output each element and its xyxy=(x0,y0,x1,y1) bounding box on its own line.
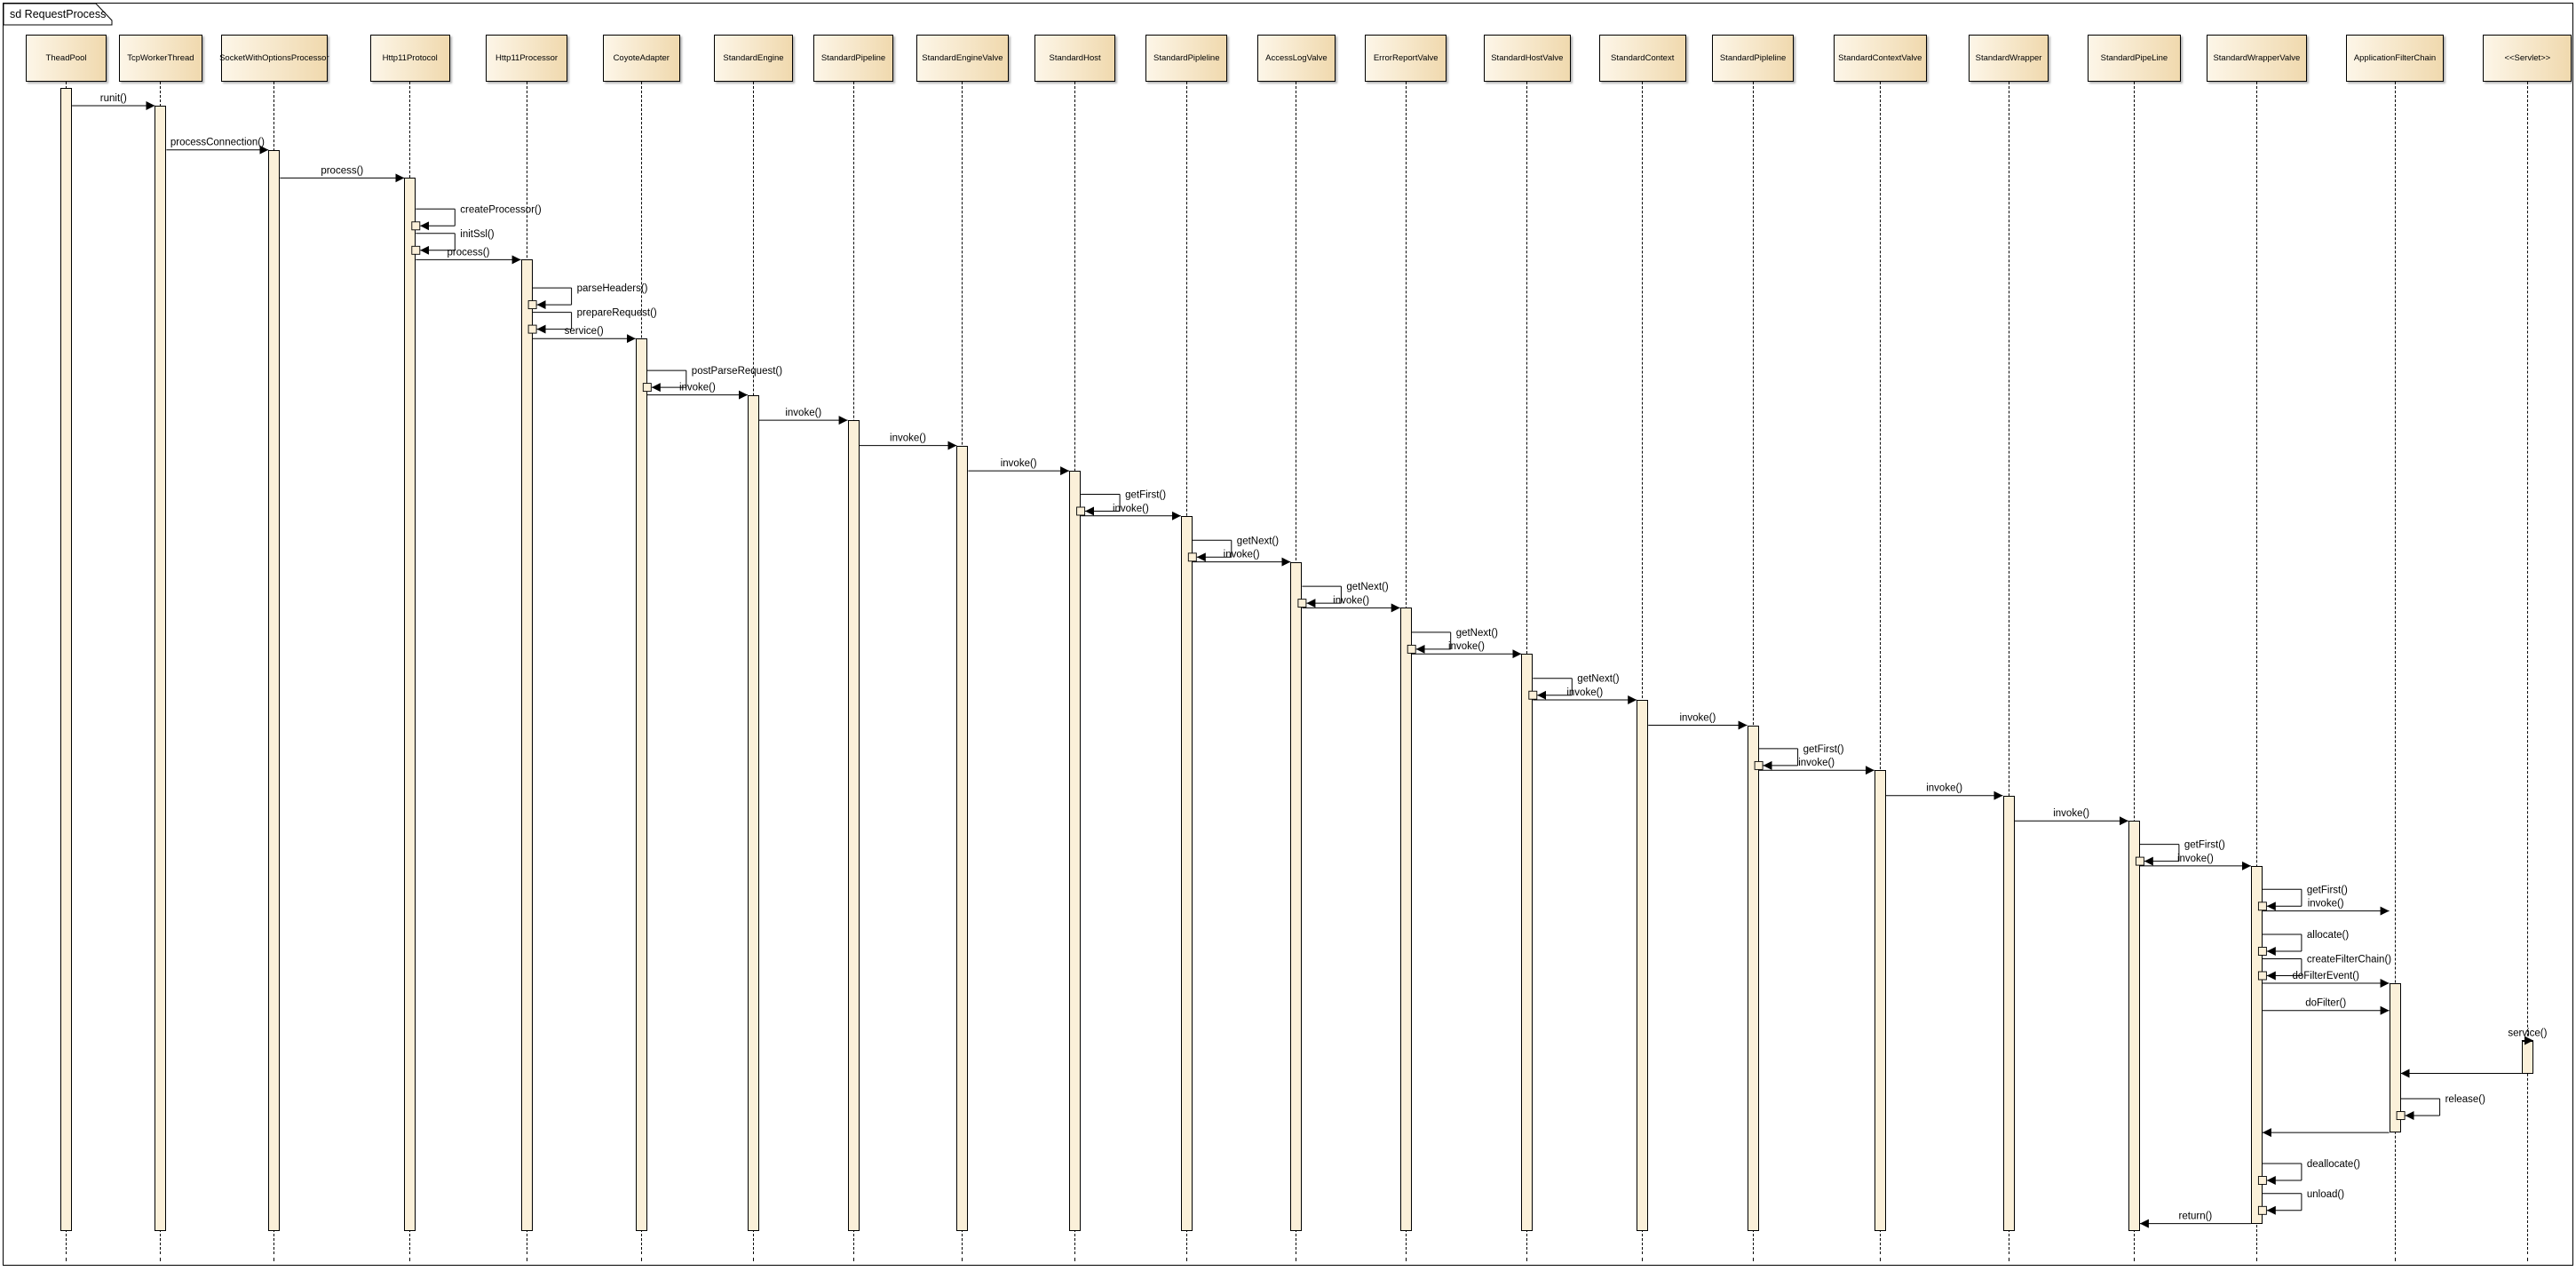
svg-text:invoke(): invoke() xyxy=(1001,458,1037,469)
svg-text:process(): process() xyxy=(321,165,363,176)
svg-text:doFilter(): doFilter() xyxy=(2305,998,2346,1009)
svg-text:invoke(): invoke() xyxy=(1448,641,1485,652)
svg-text:postParseRequest(): postParseRequest() xyxy=(692,366,782,377)
svg-text:processConnection(): processConnection() xyxy=(170,138,265,148)
svg-text:invoke(): invoke() xyxy=(1566,687,1603,698)
svg-text:invoke(): invoke() xyxy=(2308,899,2344,910)
svg-text:doFilterEvent(): doFilterEvent() xyxy=(2292,971,2359,981)
svg-text:getNext(): getNext() xyxy=(1237,536,1279,546)
svg-text:invoke(): invoke() xyxy=(785,408,821,418)
svg-text:process(): process() xyxy=(448,247,490,258)
svg-text:release(): release() xyxy=(2445,1094,2486,1105)
svg-text:sd RequestProcess: sd RequestProcess xyxy=(10,8,106,20)
svg-text:getFirst(): getFirst() xyxy=(1803,744,1844,755)
svg-text:invoke(): invoke() xyxy=(679,383,716,393)
svg-text:invoke(): invoke() xyxy=(2177,854,2214,864)
svg-text:service(): service() xyxy=(565,326,604,337)
svg-text:invoke(): invoke() xyxy=(1224,550,1260,560)
svg-text:invoke(): invoke() xyxy=(1926,783,1962,794)
svg-text:getNext(): getNext() xyxy=(1346,582,1388,592)
svg-text:parseHeaders(): parseHeaders() xyxy=(577,283,648,294)
svg-text:initSsl(): initSsl() xyxy=(460,229,495,240)
svg-text:createProcessor(): createProcessor() xyxy=(460,204,542,215)
svg-text:createFilterChain(): createFilterChain() xyxy=(2307,955,2391,965)
svg-text:invoke(): invoke() xyxy=(2053,808,2089,819)
svg-text:invoke(): invoke() xyxy=(1333,595,1369,606)
svg-text:prepareRequest(): prepareRequest() xyxy=(577,308,657,319)
svg-text:getFirst(): getFirst() xyxy=(2184,840,2225,851)
svg-text:getNext(): getNext() xyxy=(1456,628,1498,639)
svg-text:runit(): runit() xyxy=(100,93,127,104)
svg-text:allocate(): allocate() xyxy=(2307,930,2349,941)
svg-text:unload(): unload() xyxy=(2307,1189,2344,1200)
svg-text:getFirst(): getFirst() xyxy=(1125,490,1166,501)
svg-text:invoke(): invoke() xyxy=(1798,758,1835,768)
svg-text:deallocate(): deallocate() xyxy=(2307,1159,2360,1170)
svg-text:getFirst(): getFirst() xyxy=(2307,885,2348,895)
svg-text:invoke(): invoke() xyxy=(890,433,926,444)
svg-text:return(): return() xyxy=(2179,1211,2213,1222)
svg-text:invoke(): invoke() xyxy=(1113,504,1149,514)
svg-text:invoke(): invoke() xyxy=(1679,713,1716,724)
svg-text:getNext(): getNext() xyxy=(1577,674,1619,685)
